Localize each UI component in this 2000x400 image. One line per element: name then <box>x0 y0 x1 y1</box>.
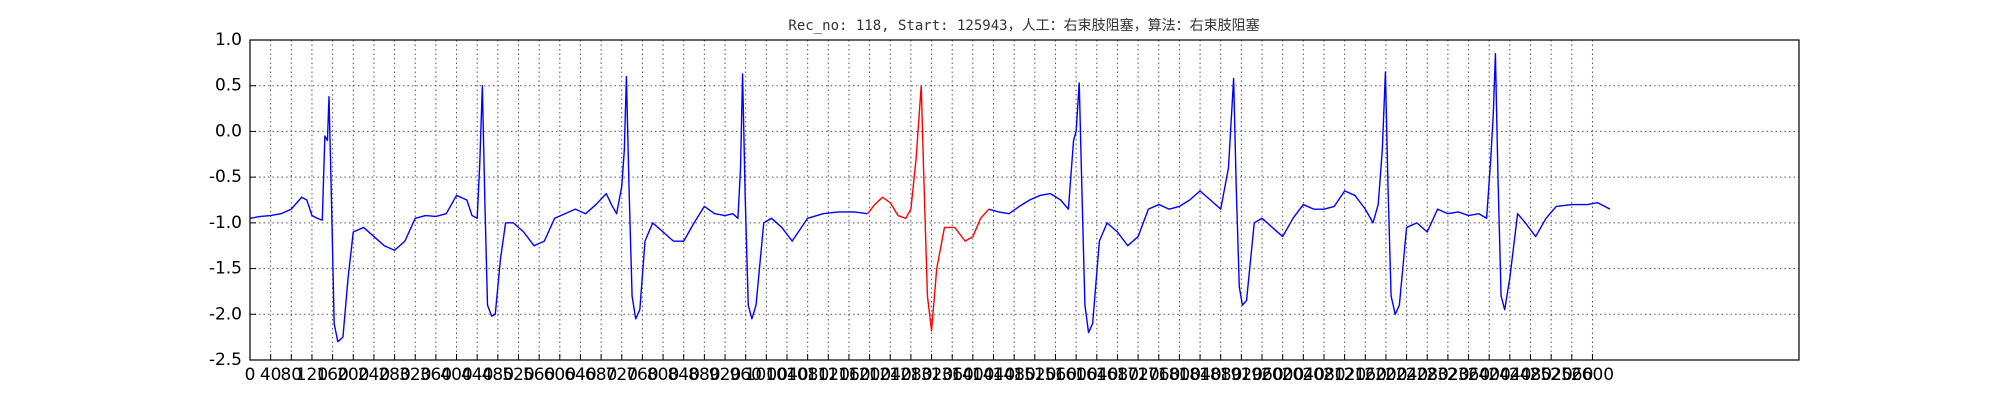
x-tick-label: 2400 <box>1468 365 1511 385</box>
x-tick-label: 1640 <box>1075 365 1118 385</box>
x-tick-label: 600 <box>544 365 576 385</box>
x-tick-label: 1800 <box>1158 365 1201 385</box>
x-tick-label: 2320 <box>1426 365 1469 385</box>
x-tick-label: 640 <box>564 365 596 385</box>
x-tick-label: 1680 <box>1096 365 1139 385</box>
x-tick-label: 2360 <box>1447 365 1490 385</box>
x-tick-label: 680 <box>585 365 617 385</box>
x-tick-label: 2160 <box>1344 365 1387 385</box>
x-tick-label: 800 <box>647 365 679 385</box>
y-tick-label: 0.0 <box>215 121 242 141</box>
x-tick-label: 2080 <box>1302 365 1345 385</box>
y-tick-label: 1.0 <box>215 30 242 50</box>
x-tick-label: 1520 <box>1013 365 1056 385</box>
y-tick-label: 0.5 <box>215 76 242 96</box>
x-tick-label: 1080 <box>786 365 829 385</box>
x-tick-label: 2200 <box>1364 365 1407 385</box>
y-tick-label: -1.5 <box>209 259 242 279</box>
x-tick-label: 1960 <box>1240 365 1283 385</box>
x-tick-label: 480 <box>482 365 514 385</box>
x-tick-label: 1880 <box>1199 365 1242 385</box>
ecg-line <box>866 85 990 332</box>
x-tick-label: 1040 <box>765 365 808 385</box>
x-tick-label: 280 <box>378 365 410 385</box>
x-tick-label: 2280 <box>1406 365 1449 385</box>
x-tick-label: 1000 <box>745 365 788 385</box>
plot-frame <box>249 39 1800 361</box>
x-tick-label: 160 <box>316 365 348 385</box>
x-tick-label: 1240 <box>869 365 912 385</box>
y-tick-label: -0.5 <box>209 167 242 187</box>
x-tick-label: 1920 <box>1220 365 1263 385</box>
x-tick-label: 1280 <box>889 365 932 385</box>
y-tick-label: -1.0 <box>209 213 242 233</box>
x-tick-label: 1320 <box>910 365 953 385</box>
x-tick-label: 1760 <box>1137 365 1180 385</box>
x-tick-label: 2040 <box>1282 365 1325 385</box>
x-tick-label: 920 <box>709 365 741 385</box>
x-tick-label: 1840 <box>1178 365 1221 385</box>
x-tick-label: 2520 <box>1530 365 1573 385</box>
x-tick-label: 120 <box>296 365 328 385</box>
x-tick-label: 440 <box>461 365 493 385</box>
x-tick-label: 1160 <box>827 365 870 385</box>
x-tick-label: 1480 <box>993 365 1036 385</box>
ecg-line <box>249 53 1611 343</box>
x-tick-label: 40 <box>260 365 282 385</box>
x-tick-label: 0 <box>245 365 256 385</box>
x-tick-label: 560 <box>523 365 555 385</box>
y-tick-label: -2.0 <box>209 304 242 324</box>
x-tick-label: 1200 <box>848 365 891 385</box>
y-tick-label: -2.5 <box>209 350 242 370</box>
x-tick-label: 400 <box>440 365 472 385</box>
x-tick-label: 840 <box>667 365 699 385</box>
x-tick-label: 240 <box>358 365 390 385</box>
x-tick-label: 960 <box>729 365 761 385</box>
x-tick-label: 720 <box>606 365 638 385</box>
x-tick-label: 1400 <box>951 365 994 385</box>
x-tick-label: 1600 <box>1055 365 1098 385</box>
x-tick-label: 2560 <box>1550 365 1593 385</box>
x-tick-label: 2000 <box>1261 365 1304 385</box>
x-tick-label: 360 <box>420 365 452 385</box>
x-tick-label: 1720 <box>1116 365 1159 385</box>
x-tick-label: 1560 <box>1034 365 1077 385</box>
x-tick-label: 1360 <box>931 365 974 385</box>
chart-title: Rec_no: 118, Start: 125943，人工：右束肢阻塞，算法：右… <box>788 17 1259 34</box>
x-tick-label: 2240 <box>1385 365 1428 385</box>
x-tick-label: 2120 <box>1323 365 1366 385</box>
x-tick-label: 320 <box>399 365 431 385</box>
x-tick-label: 80 <box>280 365 302 385</box>
x-tick-label: 520 <box>502 365 534 385</box>
x-tick-label: 2440 <box>1488 365 1531 385</box>
x-tick-label: 2480 <box>1509 365 1552 385</box>
x-tick-label: 760 <box>626 365 658 385</box>
x-tick-label: 2600 <box>1571 365 1614 385</box>
x-tick-label: 1440 <box>972 365 1015 385</box>
x-tick-label: 200 <box>337 365 369 385</box>
x-tick-label: 880 <box>688 365 720 385</box>
x-tick-label: 1120 <box>807 365 850 385</box>
